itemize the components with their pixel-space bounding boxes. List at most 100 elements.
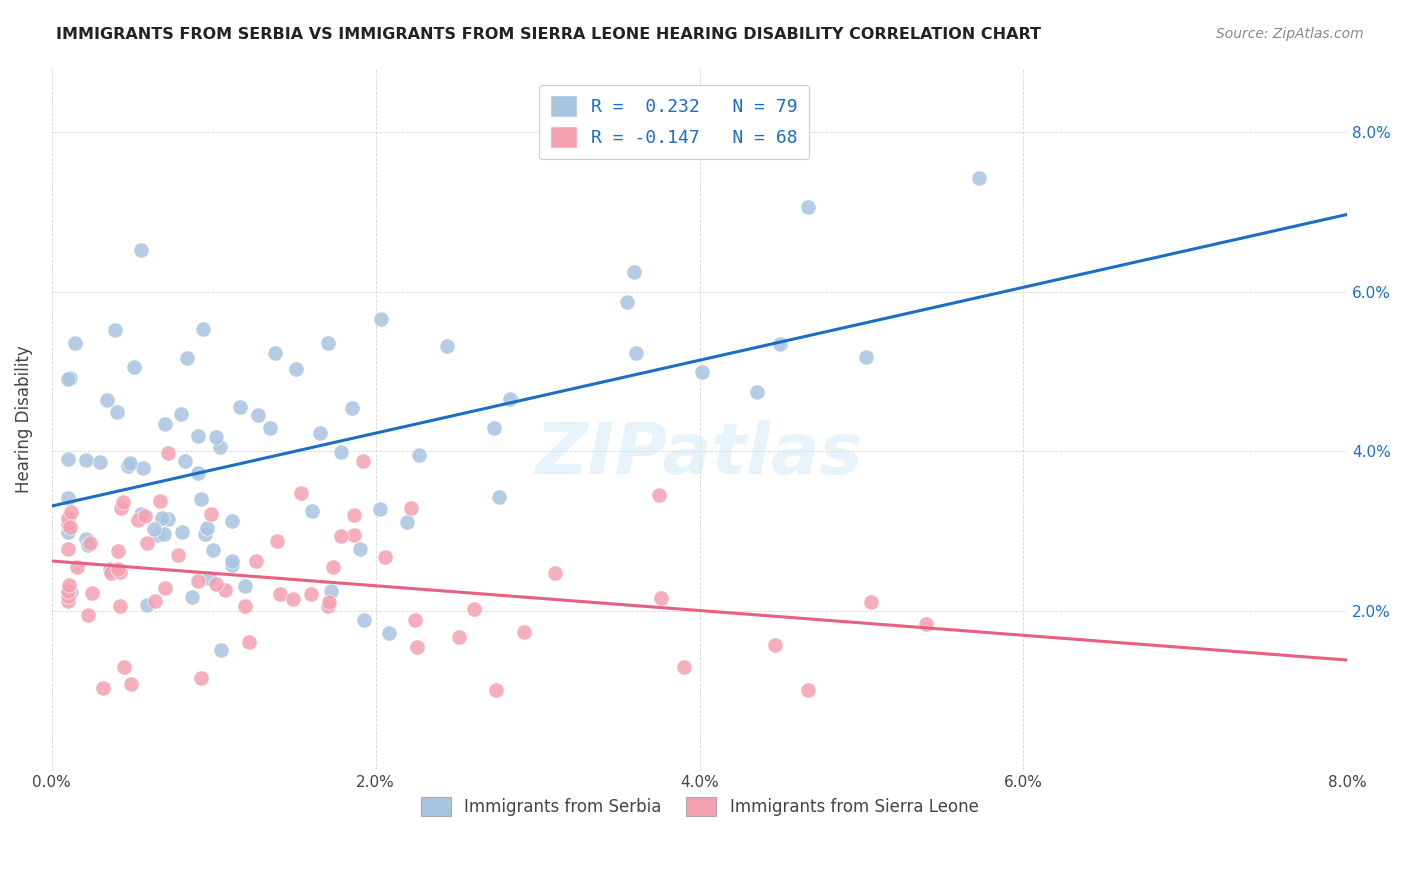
Point bbox=[330, 444, 353, 458]
Point bbox=[447, 630, 470, 644]
Point bbox=[75, 533, 97, 547]
Point bbox=[153, 527, 176, 541]
Point bbox=[259, 420, 281, 434]
Point bbox=[318, 595, 340, 609]
Point bbox=[143, 522, 166, 536]
Point bbox=[204, 577, 226, 591]
Point bbox=[485, 683, 508, 698]
Point bbox=[285, 361, 308, 376]
Point bbox=[543, 566, 565, 580]
Point bbox=[96, 393, 118, 408]
Point bbox=[76, 539, 98, 553]
Point bbox=[59, 519, 82, 533]
Point bbox=[79, 536, 101, 550]
Point bbox=[91, 681, 114, 696]
Text: IMMIGRANTS FROM SERBIA VS IMMIGRANTS FROM SIERRA LEONE HEARING DISABILITY CORREL: IMMIGRANTS FROM SERBIA VS IMMIGRANTS FRO… bbox=[56, 27, 1042, 42]
Point bbox=[107, 562, 129, 576]
Point bbox=[167, 549, 190, 563]
Point bbox=[108, 565, 131, 579]
Point bbox=[105, 405, 128, 419]
Point bbox=[309, 426, 332, 441]
Point bbox=[855, 350, 877, 364]
Point bbox=[290, 486, 312, 500]
Point bbox=[370, 312, 392, 326]
Point bbox=[56, 371, 79, 385]
Point bbox=[647, 488, 669, 502]
Point bbox=[763, 638, 786, 652]
Point bbox=[616, 295, 638, 310]
Point bbox=[368, 501, 391, 516]
Point bbox=[56, 589, 79, 603]
Point bbox=[343, 528, 366, 542]
Point bbox=[269, 587, 291, 601]
Legend: Immigrants from Serbia, Immigrants from Sierra Leone: Immigrants from Serbia, Immigrants from … bbox=[412, 789, 987, 825]
Y-axis label: Hearing Disability: Hearing Disability bbox=[15, 345, 32, 493]
Point bbox=[263, 346, 285, 360]
Point bbox=[120, 676, 142, 690]
Point bbox=[75, 452, 97, 467]
Point bbox=[187, 466, 209, 480]
Point bbox=[673, 660, 696, 674]
Point bbox=[221, 514, 243, 528]
Point bbox=[914, 617, 936, 632]
Point bbox=[690, 365, 713, 379]
Point bbox=[202, 543, 225, 558]
Point bbox=[401, 501, 423, 516]
Point bbox=[245, 554, 267, 568]
Point bbox=[100, 566, 122, 580]
Point bbox=[76, 607, 98, 622]
Point bbox=[153, 417, 176, 431]
Point bbox=[408, 448, 430, 462]
Point bbox=[214, 583, 236, 598]
Point bbox=[796, 201, 818, 215]
Point bbox=[170, 524, 193, 539]
Point bbox=[281, 592, 304, 607]
Point bbox=[378, 625, 401, 640]
Point bbox=[56, 516, 79, 531]
Point bbox=[176, 351, 198, 365]
Point bbox=[318, 599, 340, 614]
Point bbox=[136, 598, 159, 612]
Point bbox=[131, 243, 153, 257]
Point bbox=[190, 491, 212, 506]
Point bbox=[499, 392, 522, 406]
Point bbox=[60, 585, 83, 599]
Text: Source: ZipAtlas.com: Source: ZipAtlas.com bbox=[1216, 27, 1364, 41]
Point bbox=[104, 322, 127, 336]
Point bbox=[349, 542, 371, 557]
Point bbox=[136, 535, 159, 549]
Point bbox=[180, 590, 202, 604]
Point bbox=[228, 401, 250, 415]
Point bbox=[59, 505, 82, 519]
Point bbox=[112, 660, 135, 674]
Point bbox=[190, 671, 212, 685]
Point bbox=[247, 408, 270, 422]
Point bbox=[797, 683, 820, 698]
Point bbox=[146, 528, 169, 542]
Point bbox=[436, 339, 458, 353]
Point bbox=[967, 170, 990, 185]
Text: ZIPatlas: ZIPatlas bbox=[536, 420, 863, 489]
Point bbox=[396, 515, 419, 529]
Point bbox=[195, 521, 218, 535]
Point bbox=[56, 541, 79, 556]
Point bbox=[56, 491, 79, 505]
Point bbox=[156, 446, 179, 460]
Point bbox=[406, 640, 429, 654]
Point bbox=[198, 572, 221, 586]
Point bbox=[59, 371, 82, 385]
Point bbox=[209, 440, 232, 454]
Point bbox=[56, 584, 79, 599]
Point bbox=[157, 512, 180, 526]
Point bbox=[650, 591, 672, 605]
Point bbox=[65, 335, 87, 350]
Point bbox=[745, 385, 768, 400]
Point bbox=[316, 336, 339, 351]
Point bbox=[153, 582, 176, 596]
Point bbox=[233, 599, 256, 613]
Point bbox=[124, 359, 146, 374]
Point bbox=[111, 495, 134, 509]
Point bbox=[148, 494, 170, 508]
Point bbox=[58, 452, 80, 467]
Point bbox=[266, 534, 288, 549]
